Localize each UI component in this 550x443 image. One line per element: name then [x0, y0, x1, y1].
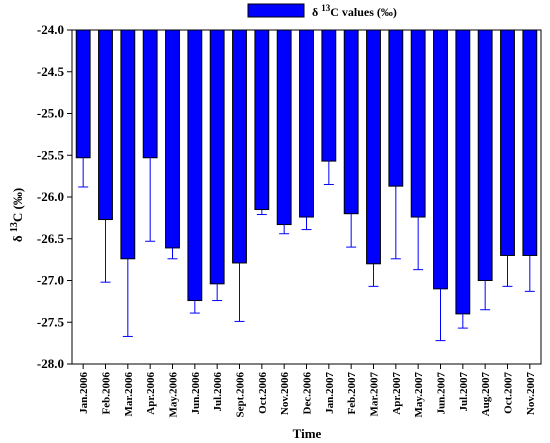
y-tick-label: -24.0	[37, 22, 64, 37]
x-tick-label: Mar.2006	[123, 372, 135, 417]
y-tick-label: -27.5	[37, 314, 65, 329]
x-tick-label: Nov.2006	[279, 372, 291, 416]
bar	[410, 29, 426, 218]
y-tick-label: -24.5	[37, 64, 65, 79]
x-tick-label: Jun.2006	[190, 372, 202, 415]
x-axis-title: Time	[293, 426, 322, 441]
x-tick-label: Jul.2006	[212, 372, 224, 412]
y-tick-label: -25.0	[37, 106, 64, 121]
bar	[321, 29, 337, 162]
bar	[522, 29, 538, 256]
bar	[75, 29, 91, 159]
legend-swatch	[247, 3, 305, 18]
y-tick-label: -28.0	[37, 356, 64, 371]
bar	[500, 29, 515, 256]
legend-label: δ 13C values (‰)	[312, 3, 397, 19]
bar	[366, 29, 381, 265]
x-tick-label: Feb.2007	[346, 372, 358, 415]
x-tick-label: Oct.2007	[503, 372, 515, 414]
y-tick-label: -25.5	[37, 147, 65, 162]
bar	[98, 29, 113, 221]
bar	[187, 29, 203, 302]
y-tick-label: -26.5	[37, 231, 65, 246]
x-tick-label: Apr.2007	[391, 372, 403, 415]
y-tick-label: -27.0	[37, 273, 64, 288]
bar	[142, 29, 158, 159]
bar	[165, 29, 180, 249]
x-tick-label: Oct.2006	[257, 372, 269, 414]
y-axis-title: δ 13C (‰)	[9, 188, 26, 242]
x-tick-label: May.2006	[168, 372, 180, 418]
bar	[209, 29, 225, 285]
x-tick-label: Apr.2006	[145, 372, 157, 415]
bar	[388, 29, 404, 187]
y-tick-label: -26.0	[37, 189, 64, 204]
bar	[232, 29, 247, 264]
x-tick-label: May.2007	[413, 372, 425, 418]
bar	[254, 29, 270, 211]
x-tick-label: Aug.2007	[480, 372, 492, 417]
bar	[299, 29, 314, 218]
bar	[120, 29, 136, 260]
bar	[276, 29, 292, 226]
legend: δ 13C values (‰)	[247, 3, 397, 19]
x-tick-label: Mar.2007	[369, 372, 381, 417]
bar	[477, 29, 493, 281]
x-tick-label: Sept.2006	[235, 372, 247, 418]
bar	[455, 29, 471, 315]
x-tick-label: Jan.2006	[78, 372, 90, 414]
x-tick-label: Jan.2007	[324, 372, 336, 414]
x-tick-label: Dec.2006	[302, 372, 314, 415]
x-tick-label: Feb.2006	[101, 372, 113, 415]
bar	[343, 29, 359, 215]
x-tick-label: Nov.2007	[525, 372, 537, 416]
plot-area: -24.0 -24.5 -25.0 -25.5 -26.0 -26.5 -27.0 -27.5…	[37, 22, 542, 418]
x-tick-label: Jul.2007	[458, 372, 470, 412]
x-tick-label: Jun.2007	[436, 372, 448, 415]
bar	[433, 29, 448, 290]
